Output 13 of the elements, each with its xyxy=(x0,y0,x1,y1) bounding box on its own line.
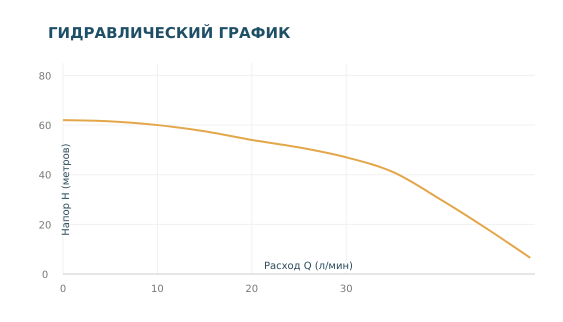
y-tick-label: 60 xyxy=(38,121,52,132)
y-tick-label: 20 xyxy=(38,220,52,232)
line-series xyxy=(62,119,532,259)
x-tick-label: 0 xyxy=(60,284,66,295)
x-axis-title: Расход Q (л/мин) xyxy=(264,261,354,272)
y-axis-title: Напор H (метров) xyxy=(61,143,72,236)
y-tick-label: 80 xyxy=(38,71,52,82)
chart-title: ГИДРАВЛИЧЕСКИЙ ГРАФИК xyxy=(48,24,292,42)
x-tick-label: 10 xyxy=(151,284,164,295)
y-tick-label: 40 xyxy=(38,170,52,182)
y-tick-label: 0 xyxy=(42,270,48,281)
x-tick-label: 30 xyxy=(340,284,353,295)
x-tick-label: 20 xyxy=(245,284,258,295)
